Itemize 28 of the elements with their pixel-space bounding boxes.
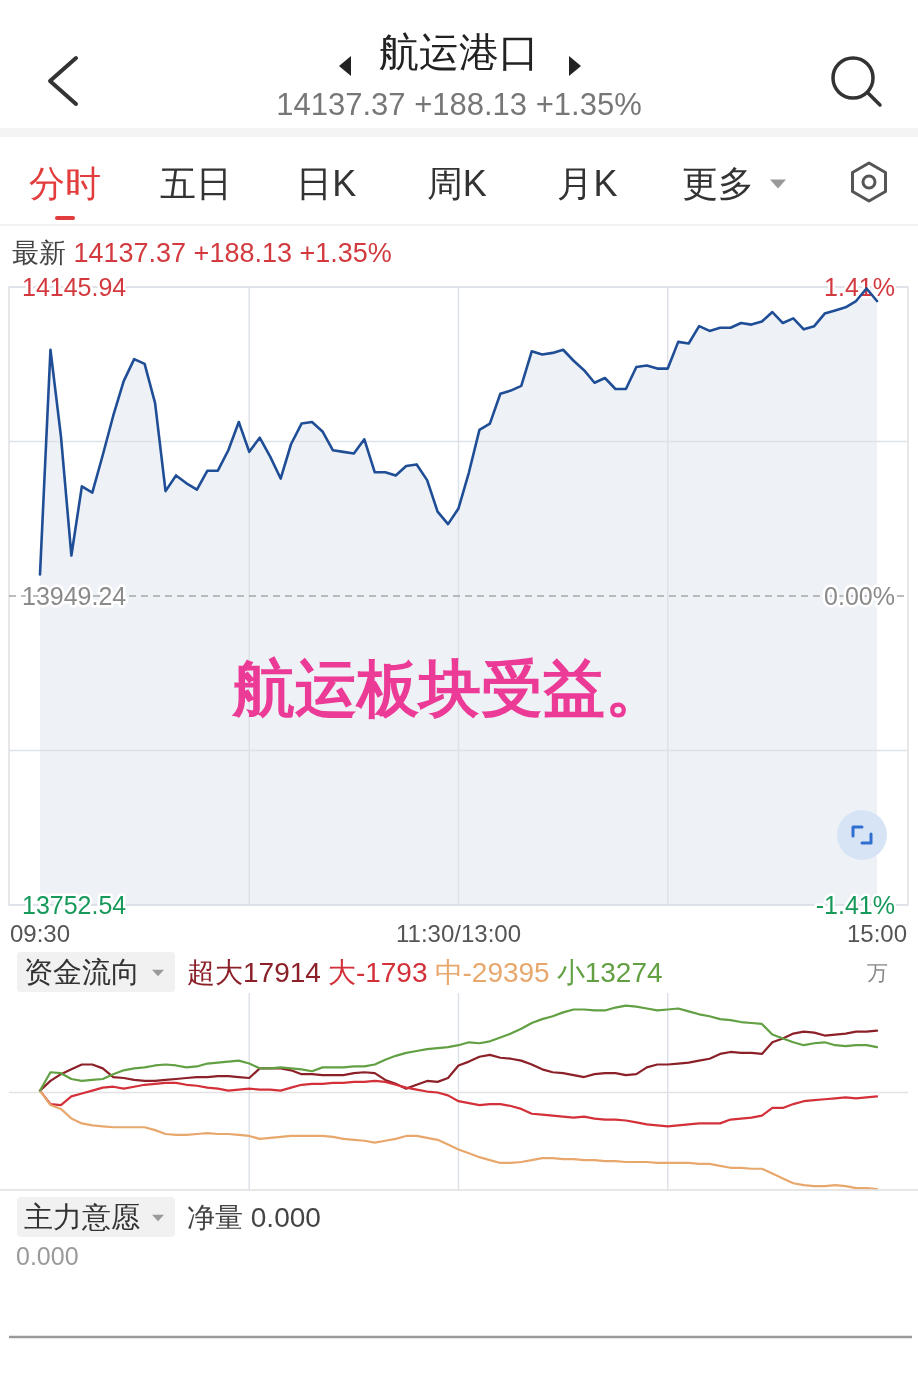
text: 航运港口 (379, 30, 539, 74)
text: 中-29395 (434, 956, 550, 988)
text: 净量 0.000 (187, 1201, 321, 1233)
chart-subtitle: 最新 14137.37 +188.13 +1.35% (12, 238, 392, 268)
text: 月K (557, 162, 618, 204)
text: 万 (866, 960, 888, 984)
y-tick-label: 14145.94 (22, 273, 127, 301)
x-tick-label: 09:30 (9, 919, 71, 947)
text: 分时 (29, 162, 101, 204)
text: 周K (426, 162, 487, 204)
text: 五日 (159, 162, 232, 204)
y2-tick-label: 1.41% (824, 273, 895, 301)
text: 主力意愿 (24, 1201, 140, 1233)
chart-title: 资金流向 (24, 956, 140, 988)
x-tick-label: 11:30/13:00 (395, 919, 522, 947)
text: 大-1793 (327, 956, 428, 988)
text: 更多 (682, 162, 754, 204)
text: 0.000 (16, 1242, 79, 1270)
y2-tick-label: -1.41% (815, 891, 895, 919)
text: 超大17914 (187, 956, 321, 988)
text: 14137.37 +188.13 +1.35% (276, 86, 642, 122)
x-tick-label: 15:00 (846, 919, 908, 947)
y-tick-label: 13949.24 (22, 582, 127, 610)
y2-tick-label: 0.00% (824, 582, 895, 610)
series-label: 小13274 (556, 956, 663, 988)
y-tick-label: 13752.54 (22, 891, 127, 919)
annotation: 航运板块受益。 (230, 653, 667, 723)
text: 日K (296, 162, 357, 204)
